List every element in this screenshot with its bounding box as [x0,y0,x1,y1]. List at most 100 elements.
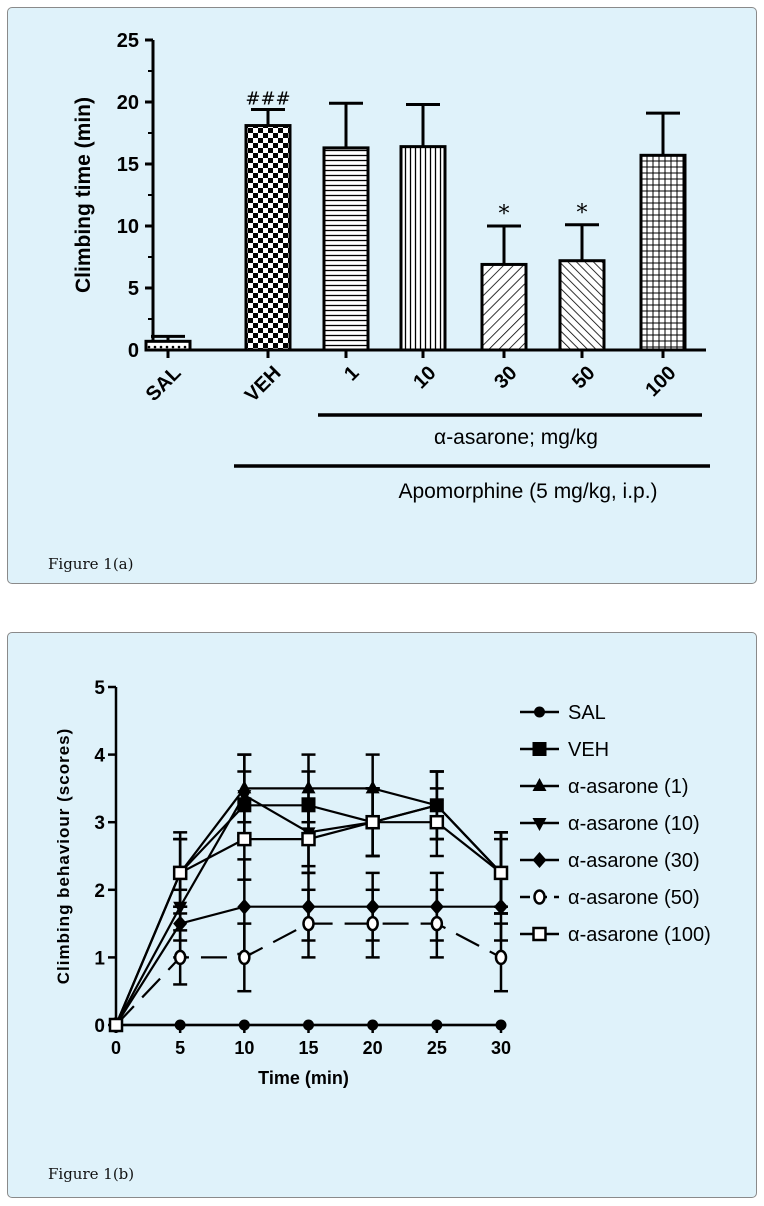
x-tick-label: 1 [340,362,363,385]
y-tick-label: 0 [94,1016,105,1037]
legend-marker [533,889,546,905]
legend-label: α-asarone (10) [568,813,700,835]
y-tick-label: 20 [117,92,139,114]
data-point [237,780,252,794]
bar-SAL [144,339,192,352]
legend-label: α-asarone (30) [568,850,700,872]
data-point [173,915,188,932]
legend-label: SAL [568,702,606,724]
x-tick-label: 10 [409,362,440,393]
legend-label: α-asarone (100) [568,924,711,946]
data-point [173,949,187,966]
y-tick-label: 4 [94,746,105,767]
data-point [238,949,251,966]
group-label-asarone: α-asarone; mg/kg [434,426,598,449]
y-axis-label: Climbing time (min) [72,97,95,293]
figure-caption-a: Figure 1(a) [48,555,134,573]
legend-entry: SAL [520,702,606,724]
bar-chart: 0 5 10 15 20 25 Climbing time (min) SAL VEH ### 1 1… [72,30,710,503]
x-tick-label: 0 [111,1038,121,1058]
legend-marker [532,926,547,942]
data-point [303,1019,314,1031]
y-tick-label: 1 [94,948,105,969]
y-tick-label: 3 [94,813,105,834]
data-point [237,898,252,915]
data-point [237,790,252,804]
y-tick-label: 25 [117,30,139,52]
data-point [429,800,444,814]
x-tick-label: 5 [175,1038,185,1058]
legend-entry: α-asarone (50) [520,887,700,909]
y-tick-label: 15 [117,154,139,176]
legend-entry: α-asarone (100) [520,924,711,946]
y-tick-label: 5 [128,278,139,300]
legend-marker [532,818,547,831]
x-axis-label: Time (min) [258,1068,349,1088]
data-point [238,1019,250,1031]
data-point [494,898,508,915]
data-point [301,798,316,813]
bar-50 [558,259,606,352]
data-point [301,898,316,915]
legend-entry: α-asarone (30) [520,850,700,872]
legend-entry: VEH [520,739,609,761]
x-tick-label: 100 [641,362,680,401]
data-point [173,901,188,915]
x-tick-label: 20 [363,1038,383,1058]
group-label-apomorphine: Apomorphine (5 mg/kg, i.p.) [398,480,657,503]
data-point [429,814,445,830]
data-point [174,1019,186,1031]
legend-marker [532,852,547,868]
series-markers-6 [108,814,509,1033]
line-chart: 0 1 2 3 4 5 0 5 10 15 20 25 30 Time (min) Climbing beh… [54,678,711,1088]
data-point [493,865,509,881]
bar-1 [322,146,370,352]
legend-label: α-asarone (50) [568,887,700,909]
y-tick-label: 10 [117,216,139,238]
y-axis-label: Climbing behaviour (scores) [54,728,73,985]
figure-panel-a: 0 5 10 15 20 25 Climbing time (min) SAL VEH ### 1 1… [7,7,757,584]
data-point [430,915,444,932]
x-tick-label: 30 [490,362,521,393]
legend-marker [532,742,547,756]
data-point [365,898,380,915]
data-point [367,1019,379,1031]
figure-caption-b: Figure 1(b) [48,1165,135,1183]
data-point [495,1019,507,1031]
significance-label: * [499,202,510,227]
legend-entry: α-asarone (1) [520,776,689,798]
data-point [301,780,316,794]
y-tick-label: 2 [94,881,105,902]
data-point [302,915,315,932]
legend-label: VEH [568,739,609,761]
legend-marker [532,778,547,791]
y-tick-label: 5 [94,678,105,699]
series-markers-0 [110,1019,507,1031]
x-tick-label: 15 [298,1038,318,1058]
data-point [366,915,379,932]
data-point [237,798,252,813]
data-point [237,831,252,847]
legend-entry: α-asarone (10) [520,813,700,835]
x-tick-label: VEH [241,362,286,407]
significance-label: * [577,201,588,226]
x-tick-label: SAL [142,362,186,406]
significance-label: ### [245,88,290,109]
data-point [301,831,316,847]
data-point [494,949,508,966]
x-tick-label: 10 [234,1038,254,1058]
figure-panel-b: 0 1 2 3 4 5 0 5 10 15 20 25 30 Time (min) Climbing beh… [7,632,757,1198]
data-point [108,1017,124,1033]
bar-30 [480,262,528,352]
x-tick-label: 30 [491,1038,511,1058]
data-point [365,780,380,794]
legend-label: α-asarone (1) [568,776,689,798]
bar-100 [639,153,687,352]
x-tick-label: 50 [568,362,599,393]
x-tick-label: 25 [427,1038,447,1058]
bar-10 [399,145,447,352]
data-point [365,814,380,830]
y-tick-label: 0 [128,340,139,362]
bar-VEH [244,124,292,352]
data-point [172,865,188,881]
